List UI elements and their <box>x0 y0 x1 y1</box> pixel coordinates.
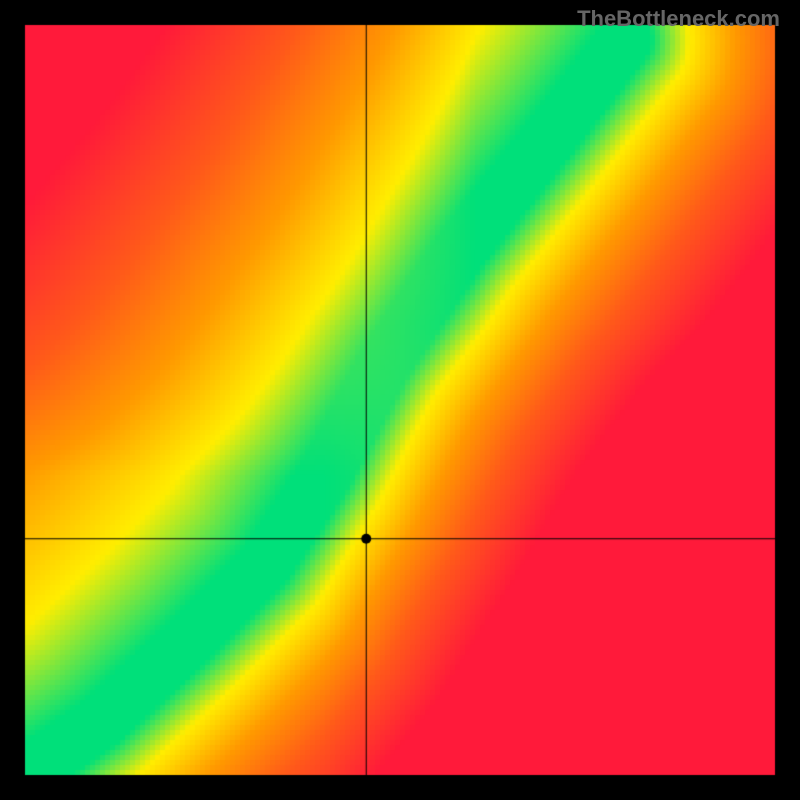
bottleneck-heatmap <box>0 0 800 800</box>
chart-container: TheBottleneck.com <box>0 0 800 800</box>
